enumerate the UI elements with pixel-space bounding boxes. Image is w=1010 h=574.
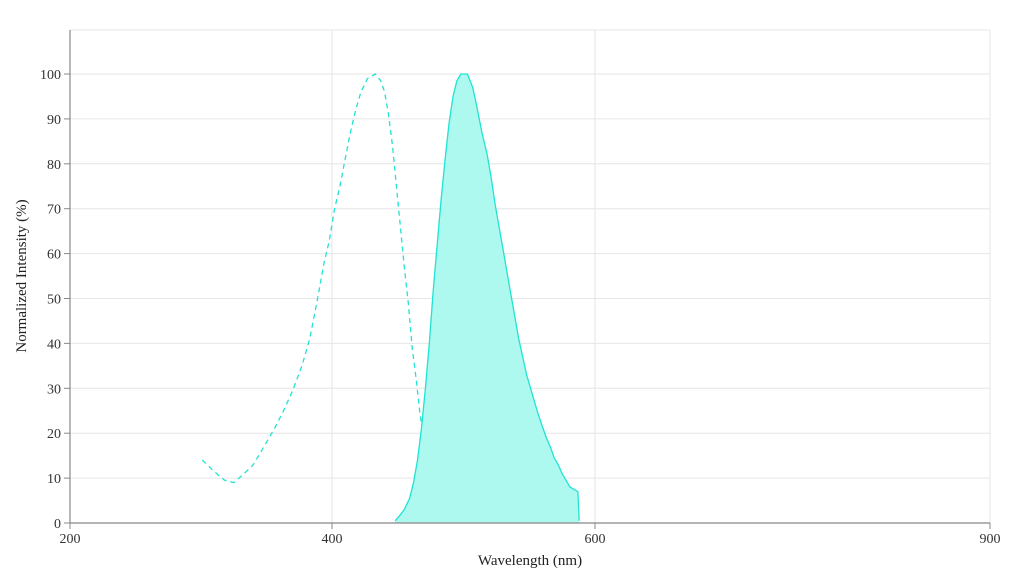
y-tick-label: 30 bbox=[47, 382, 61, 397]
x-axis-label: Wavelength (nm) bbox=[478, 553, 582, 569]
emission-line bbox=[394, 73, 580, 522]
y-tick-label: 40 bbox=[47, 337, 61, 352]
emission-area bbox=[395, 74, 580, 523]
y-tick-label: 20 bbox=[47, 427, 61, 442]
y-tick-label: 60 bbox=[47, 248, 61, 263]
excitation-line bbox=[201, 73, 439, 521]
y-tick-label: 90 bbox=[47, 113, 61, 128]
axes bbox=[64, 30, 991, 529]
tick-labels: 0 10 20 30 40 50 60 70 80 90 100 200 400 600 900 bbox=[40, 68, 1001, 547]
y-tick-label: 100 bbox=[40, 68, 61, 83]
y-tick-label: 0 bbox=[54, 517, 61, 532]
y-tick-label: 50 bbox=[47, 293, 61, 308]
series-layer bbox=[201, 73, 580, 523]
y-axis-label: Normalized Intensity (%) bbox=[14, 199, 30, 352]
y-tick-label: 10 bbox=[47, 472, 61, 487]
x-tick-label: 900 bbox=[980, 532, 1001, 547]
x-tick-label: 400 bbox=[322, 532, 343, 547]
x-tick-label: 600 bbox=[585, 532, 606, 547]
y-tick-label: 80 bbox=[47, 158, 61, 173]
x-tick-label: 200 bbox=[60, 532, 81, 547]
y-tick-label: 70 bbox=[47, 203, 61, 218]
